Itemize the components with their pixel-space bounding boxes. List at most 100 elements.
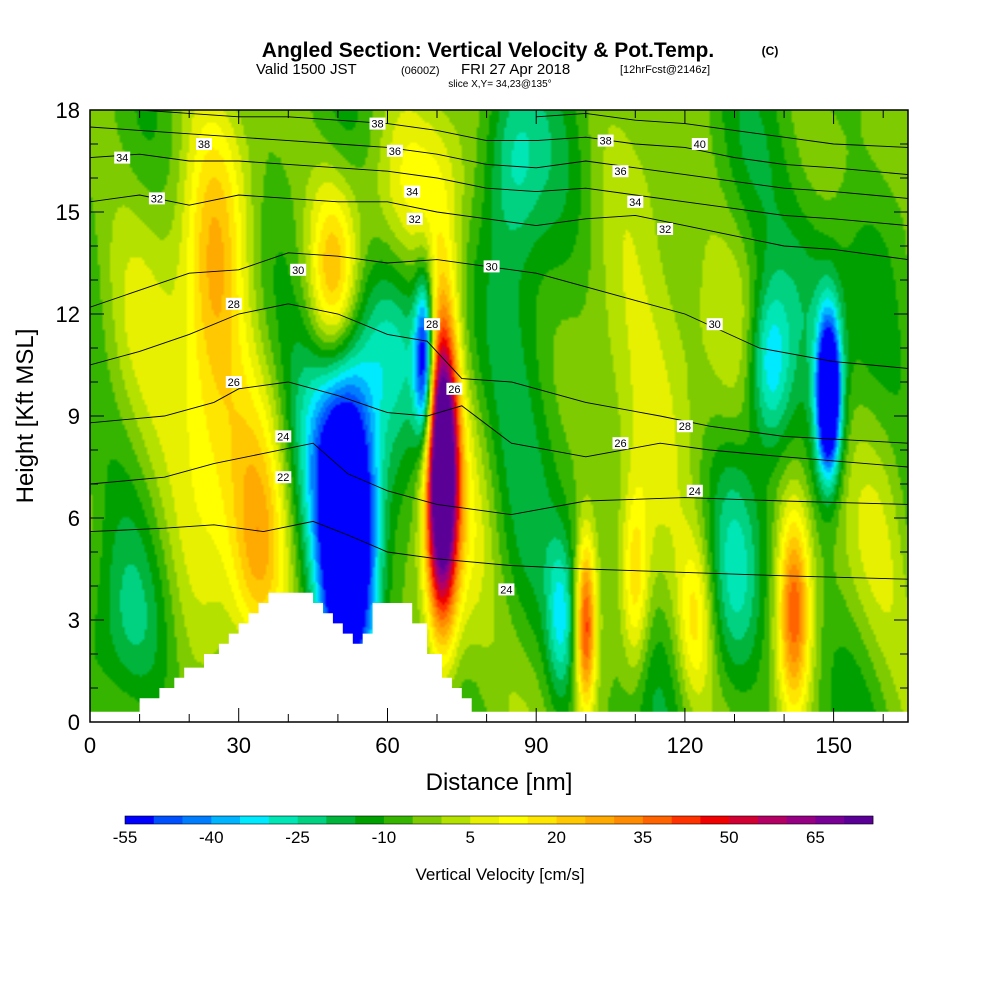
- colorbar-tick: 65: [806, 828, 825, 847]
- svg-text:38: 38: [198, 139, 210, 151]
- y-tick-label: 18: [56, 98, 80, 123]
- x-axis: 0 30 60 90 120 150 Distance [nm]: [84, 733, 852, 796]
- colorbar-swatch: [499, 816, 529, 824]
- svg-text:34: 34: [406, 187, 418, 199]
- colorbar-frame: [124, 815, 874, 825]
- contour-label: 28: [424, 318, 441, 331]
- svg-text:28: 28: [679, 421, 691, 433]
- x-tick-label: 90: [524, 733, 548, 758]
- y-axis: 0 3 6 9 12 15 18 Height [Kft MSL]: [12, 98, 80, 735]
- valid-line: Valid 1500 JST (0600Z) FRI 27 Apr 2018 […: [256, 61, 710, 78]
- theta-contour-36: [90, 126, 908, 199]
- potential-temperature-contours: [90, 110, 908, 580]
- contour-label: 24: [686, 484, 703, 498]
- svg-text:24: 24: [689, 486, 701, 498]
- contour-label: 24: [275, 430, 292, 443]
- theta-contour-28: [90, 303, 908, 444]
- colorbar-tick: 5: [465, 828, 474, 847]
- colorbar-swatch: [153, 816, 183, 824]
- svg-text:28: 28: [228, 299, 240, 311]
- contour-label: 38: [597, 134, 614, 148]
- colorbar-swatch: [815, 816, 845, 824]
- contour-label: 30: [706, 318, 723, 331]
- contour-label: 38: [196, 138, 212, 151]
- contour-label: 28: [225, 297, 242, 311]
- svg-text:28: 28: [426, 319, 438, 331]
- colorbar-swatch: [470, 816, 500, 824]
- colorbar-swatch: [412, 816, 442, 824]
- y-tick-label: 3: [68, 608, 80, 633]
- valid-time-local: Valid 1500 JST: [256, 61, 357, 78]
- svg-text:26: 26: [228, 377, 240, 389]
- colorbar-swatch: [441, 816, 471, 824]
- theta-contour-26: [90, 381, 908, 468]
- colorbar-swatch: [614, 816, 644, 824]
- theta-contour-22: [90, 520, 908, 580]
- colorbar-tick: -25: [285, 828, 310, 847]
- y-tick-label: 12: [56, 302, 80, 327]
- svg-text:26: 26: [448, 384, 460, 396]
- slice-info: slice X,Y= 34,23@135°: [448, 79, 551, 90]
- colorbar-swatch: [844, 816, 874, 824]
- colorbar-tick: -55: [113, 828, 138, 847]
- svg-text:24: 24: [500, 584, 512, 596]
- svg-text:36: 36: [389, 146, 401, 158]
- contour-label: 36: [612, 165, 629, 178]
- theta-contour-32: [90, 194, 908, 261]
- svg-text:40: 40: [694, 139, 706, 151]
- colorbar-tick: -10: [372, 828, 397, 847]
- colorbar-swatch: [383, 816, 413, 824]
- svg-text:24: 24: [277, 431, 289, 443]
- svg-text:38: 38: [371, 119, 383, 131]
- contour-label: 34: [114, 151, 131, 165]
- colorbar-swatch: [700, 816, 730, 824]
- colorbar-swatch: [671, 816, 701, 824]
- x-axis-label: Distance [nm]: [426, 769, 573, 796]
- svg-text:32: 32: [409, 214, 421, 226]
- theta-contour-40: [536, 112, 908, 148]
- y-axis-label: Height [Kft MSL]: [12, 329, 39, 504]
- svg-text:22: 22: [277, 472, 289, 484]
- y-tick-label: 9: [68, 404, 80, 429]
- svg-text:30: 30: [709, 319, 721, 331]
- colorbar-tick: 35: [633, 828, 652, 847]
- colorbar-swatch: [125, 816, 155, 824]
- x-tick-label: 150: [815, 733, 852, 758]
- theta-contour-34: [90, 153, 908, 227]
- contour-label: 36: [386, 144, 403, 158]
- contour-label: 40: [691, 138, 708, 151]
- colorbar-swatch: [182, 816, 212, 824]
- svg-text:34: 34: [629, 197, 641, 209]
- svg-text:26: 26: [614, 438, 626, 450]
- terrain-mask: [90, 592, 908, 722]
- svg-text:30: 30: [485, 261, 497, 273]
- colorbar: -55 -40 -25 -10 5 20 35 50 65 Vertical V…: [113, 815, 874, 884]
- chart-title: Angled Section: Vertical Velocity & Pot.…: [262, 39, 714, 62]
- axis-ticks: [89, 109, 908, 723]
- svg-text:30: 30: [292, 265, 304, 277]
- contour-label: 22: [275, 471, 292, 484]
- colorbar-swatch: [786, 816, 816, 824]
- valid-date: FRI 27 Apr 2018: [461, 61, 570, 78]
- colorbar-swatch: [757, 816, 787, 824]
- colorbar-tick: -40: [199, 828, 224, 847]
- colorbar-swatch: [642, 816, 672, 824]
- contour-label: 26: [446, 382, 463, 396]
- svg-text:32: 32: [659, 224, 671, 236]
- contour-label: 30: [483, 260, 500, 273]
- colorbar-swatch: [729, 816, 759, 824]
- x-tick-label: 30: [226, 733, 250, 758]
- theta-contour-24: [90, 442, 908, 516]
- forecast-info: [12hrFcst@2146z]: [620, 64, 710, 76]
- contour-label: 28: [676, 420, 693, 433]
- contour-label: 34: [627, 195, 644, 209]
- contour-label: 38: [369, 117, 386, 131]
- colorbar-tick: 20: [547, 828, 566, 847]
- x-tick-label: 120: [667, 733, 704, 758]
- colorbar-swatch: [211, 816, 241, 824]
- colorbar-tick: 50: [720, 828, 739, 847]
- contour-label: 32: [406, 212, 423, 226]
- colorbar-swatch: [297, 816, 327, 824]
- svg-text:36: 36: [614, 166, 626, 178]
